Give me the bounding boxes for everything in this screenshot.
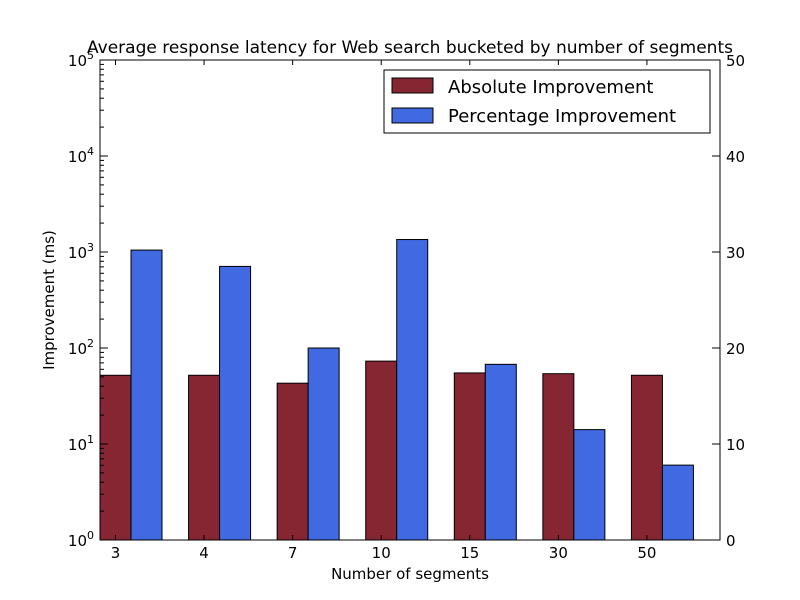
bar-percentage-50 <box>661 464 694 541</box>
bar-absolute-4 <box>188 374 221 541</box>
legend: Absolute Improvement Percentage Improvem… <box>383 69 711 134</box>
bar-percentage-7 <box>307 347 340 541</box>
y2-tick-label: 40 <box>726 148 745 166</box>
x-tick-label: 3 <box>111 544 121 562</box>
bar-percentage-3 <box>130 249 163 541</box>
x-tick-label: 30 <box>549 544 568 562</box>
y2-tick-label: 0 <box>726 532 736 550</box>
plot-frame <box>99 59 721 541</box>
bar-percentage-15 <box>484 363 517 541</box>
y-tick-label: 104 <box>68 145 94 166</box>
y2-tick-label: 50 <box>726 52 745 70</box>
bar-absolute-7 <box>276 382 309 541</box>
x-tick-label: 50 <box>637 544 656 562</box>
bar-absolute-50 <box>630 374 663 541</box>
legend-box <box>383 69 711 134</box>
y-axis-label: Improvement (ms) <box>40 230 58 370</box>
bar-percentage-30 <box>573 429 606 541</box>
chart-title: Average response latency for Web search … <box>87 38 733 58</box>
y-tick-label: 103 <box>68 241 94 262</box>
y-tick-label: 101 <box>68 433 94 454</box>
y2-tick-label: 30 <box>726 244 745 262</box>
bar-absolute-15 <box>453 372 486 541</box>
bar-absolute-3 <box>99 374 132 541</box>
x-tick-label: 15 <box>460 544 479 562</box>
legend-swatch-absolute <box>391 77 434 94</box>
y-tick-label: 105 <box>68 49 94 70</box>
x-tick-label: 4 <box>199 544 209 562</box>
legend-label-percentage: Percentage Improvement <box>448 106 676 127</box>
y-tick-label: 102 <box>68 337 94 358</box>
x-tick-label: 7 <box>288 544 298 562</box>
y2-tick-label: 20 <box>726 340 745 358</box>
bar-percentage-4 <box>219 265 252 541</box>
bar-absolute-30 <box>542 373 575 541</box>
x-tick-label: 10 <box>372 544 391 562</box>
y2-tick-label: 10 <box>726 436 745 454</box>
x-axis-label: Number of segments <box>331 565 489 583</box>
legend-swatch-percentage <box>391 107 434 124</box>
bar-absolute-10 <box>365 360 398 541</box>
bar-percentage-10 <box>396 239 429 541</box>
legend-label-absolute: Absolute Improvement <box>448 77 653 98</box>
y-tick-label: 100 <box>68 529 94 550</box>
